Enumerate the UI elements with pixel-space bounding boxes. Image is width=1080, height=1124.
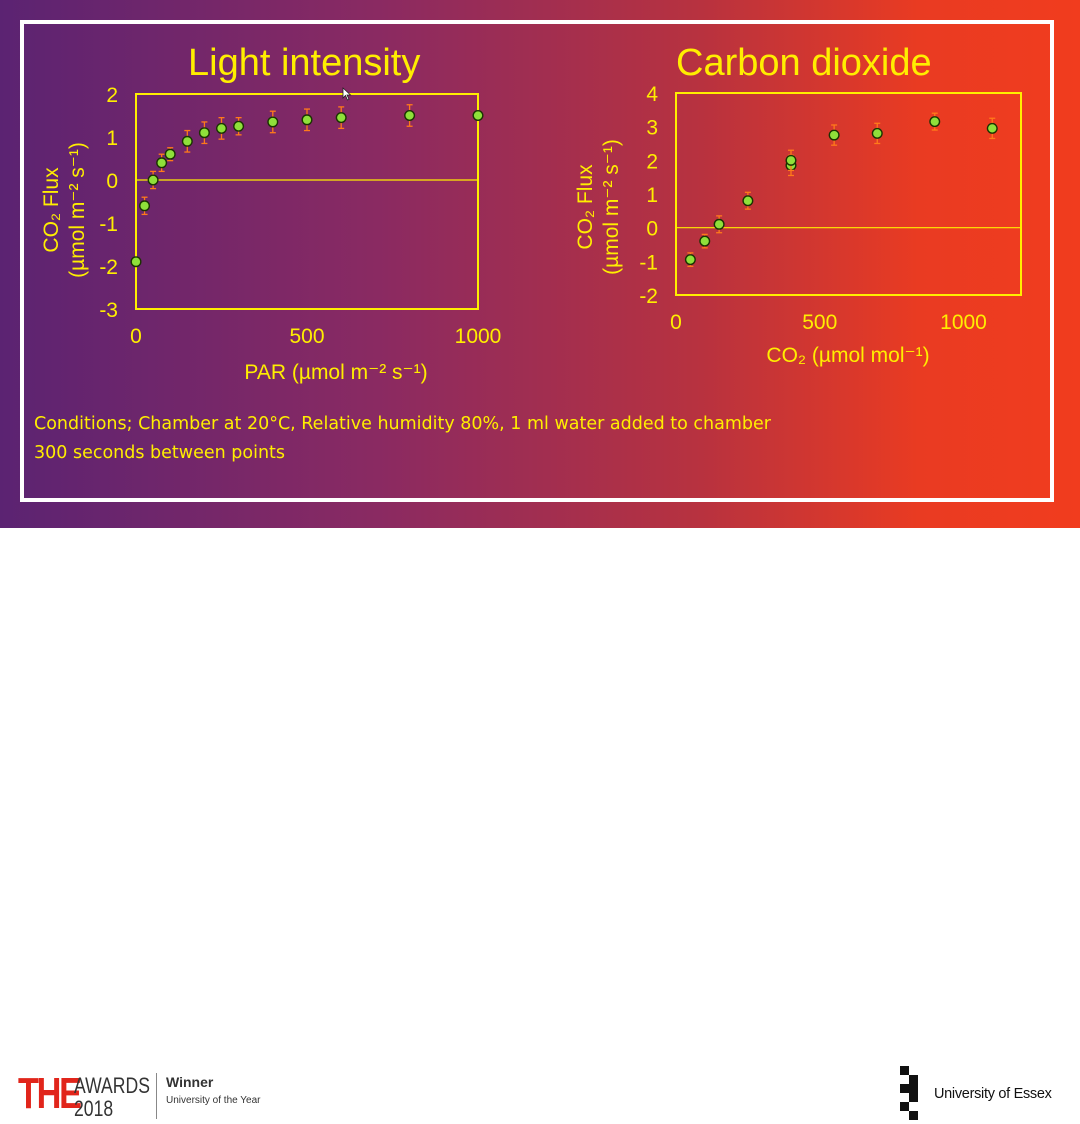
- x-axis-label: CO₂ (µmol mol⁻¹): [766, 344, 929, 367]
- data-point: [147, 174, 159, 186]
- y-axis-label-line2: (µmol m⁻² s⁻¹): [600, 139, 623, 275]
- data-point: [139, 200, 151, 212]
- chart-title-light: Light intensity: [188, 42, 421, 84]
- mouse-cursor-icon: [342, 87, 352, 101]
- the-logo-text: THE: [18, 1069, 82, 1118]
- y-tick-label: 2: [106, 84, 118, 107]
- conditions-line-1: Conditions; Chamber at 20°C, Relative hu…: [34, 414, 771, 434]
- y-tick-label: 0: [106, 170, 118, 193]
- y-tick-label: -3: [99, 299, 118, 322]
- y-tick-label: 3: [646, 117, 658, 140]
- conditions-line-2: 300 seconds between points: [34, 443, 286, 463]
- slide-background: Light intensity Carbon dioxide 2 1 0 -1 -2 -3…: [0, 0, 1080, 528]
- y-tick-label: -2: [639, 285, 658, 308]
- data-point: [233, 120, 245, 132]
- university-essex-logo: University of Essex: [898, 1066, 1068, 1124]
- x-tick-label: 0: [670, 311, 682, 334]
- x-tick-label: 500: [802, 311, 837, 334]
- y-tick-label: 1: [646, 184, 658, 207]
- data-point: [335, 112, 347, 124]
- x-tick-label: 1000: [455, 325, 502, 348]
- data-point: [130, 256, 142, 268]
- data-point: [181, 135, 193, 147]
- award-winner: Winner: [166, 1074, 214, 1090]
- y-tick-label: -2: [99, 256, 118, 279]
- data-point: [699, 235, 711, 247]
- data-point: [198, 127, 210, 139]
- plot-frame: [135, 93, 479, 310]
- y-tick-label: 4: [646, 83, 658, 106]
- charts-canvas: 2 1 0 -1 -2 -3 0 500 1000 PAR (µmol m⁻² s⁻¹) CO…: [40, 83, 1022, 384]
- data-point: [215, 122, 227, 134]
- award-divider: [156, 1073, 157, 1119]
- data-point: [986, 122, 998, 134]
- y-axis-label-line1: CO₂ Flux: [574, 164, 597, 250]
- data-point: [828, 129, 840, 141]
- chart-light-intensity: 2 1 0 -1 -2 -3 0 500 1000 PAR (µmol m⁻² s⁻¹) CO…: [40, 84, 501, 384]
- essex-checker-icon: [900, 1066, 918, 1120]
- plot-frame: [675, 92, 1022, 296]
- data-point: [684, 254, 696, 266]
- y-axis-label-line1: CO₂ Flux: [40, 167, 63, 253]
- footer-bar: THE AWARDS 2018 Winner University of the…: [0, 528, 1080, 1121]
- data-point: [156, 157, 168, 169]
- chart-carbon-dioxide: 4 3 2 1 0 -1 -2 0 500 1000 CO₂ (µmol mol⁻¹) CO₂ …: [574, 83, 1022, 367]
- y-tick-label: 2: [646, 150, 658, 173]
- data-point: [871, 127, 883, 139]
- y-tick-label: 0: [646, 218, 658, 241]
- award-category: University of the Year: [166, 1095, 261, 1106]
- y-tick-label: -1: [99, 213, 118, 236]
- award-year: 2018: [74, 1096, 114, 1121]
- y-axis-label-line2: (µmol m⁻² s⁻¹): [66, 142, 89, 278]
- data-point: [472, 109, 484, 121]
- x-tick-label: 1000: [940, 311, 987, 334]
- x-tick-label: 0: [130, 325, 142, 348]
- data-point: [742, 195, 754, 207]
- data-point: [267, 116, 279, 128]
- conditions-text: Conditions; Chamber at 20°C, Relative hu…: [34, 410, 771, 468]
- university-name: University of Essex: [934, 1086, 1052, 1102]
- data-point: [785, 154, 797, 166]
- y-tick-label: -1: [639, 251, 658, 274]
- slide-frame: [20, 20, 1054, 502]
- data-point: [164, 148, 176, 160]
- x-axis-label: PAR (µmol m⁻² s⁻¹): [244, 361, 427, 384]
- data-point: [404, 109, 416, 121]
- data-point: [713, 218, 725, 230]
- data-point: [301, 114, 313, 126]
- y-tick-label: 1: [106, 127, 118, 150]
- x-tick-label: 500: [289, 325, 324, 348]
- chart-title-co2: Carbon dioxide: [676, 42, 932, 84]
- data-point: [929, 116, 941, 128]
